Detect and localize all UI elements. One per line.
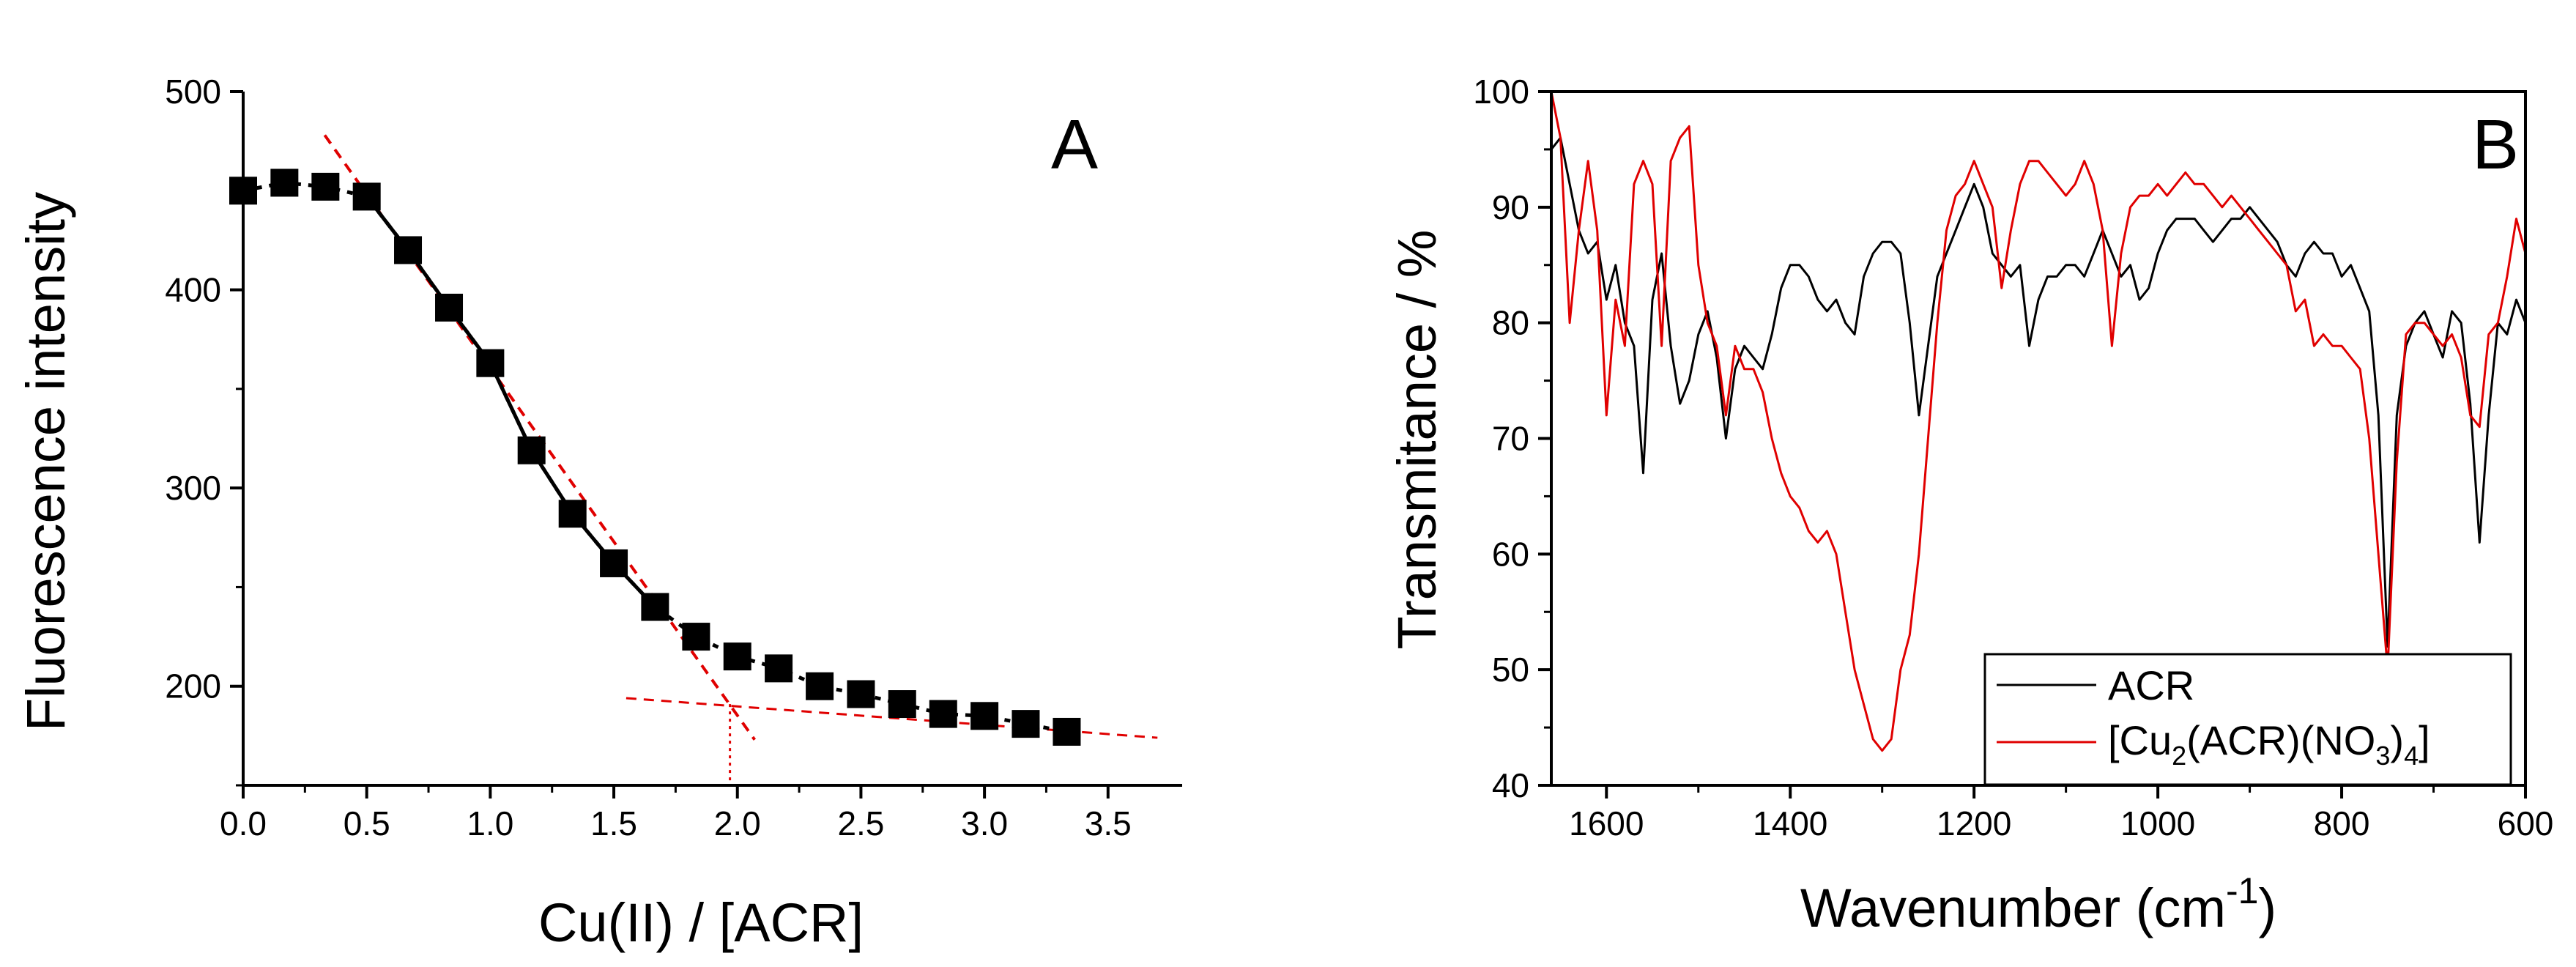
- x-tick-label: 2.5: [837, 804, 884, 842]
- panel-a-connecting-line: [242, 180, 1067, 734]
- spectrum-line-cu-complex: [1550, 91, 2527, 752]
- data-point: [682, 623, 710, 651]
- data-point: [270, 168, 299, 197]
- panel-b-spectra: [1550, 91, 2527, 752]
- data-point: [558, 500, 587, 528]
- data-point: [765, 654, 793, 683]
- panel-a-y-ticks: 200 300 400 500: [165, 73, 243, 787]
- x-tick-label: 1400: [1753, 804, 1827, 842]
- data-point: [517, 436, 546, 464]
- data-point: [1012, 710, 1040, 738]
- y-tick-label: 60: [1492, 535, 1529, 573]
- x-tick-label: 0.0: [220, 804, 267, 842]
- x-tick-label: 1200: [1937, 804, 2011, 842]
- y-tick-label: 200: [165, 667, 221, 705]
- x-tick-label: 1.0: [467, 804, 513, 842]
- y-tick-label: 40: [1492, 766, 1529, 804]
- spectrum-line-acr: [1550, 136, 2527, 648]
- y-tick-label: 500: [165, 73, 221, 111]
- panel-a-letter: A: [1051, 105, 1098, 184]
- data-point: [929, 700, 957, 728]
- x-tick-label: 600: [2498, 804, 2554, 842]
- panel-b-letter: B: [2472, 105, 2519, 184]
- y-tick-label: 80: [1492, 304, 1529, 342]
- x-tick-label: 0.5: [344, 804, 390, 842]
- data-point: [723, 642, 751, 671]
- x-tick-label: 1600: [1569, 804, 1644, 842]
- legend-box: [1983, 653, 2512, 786]
- data-point: [435, 293, 464, 322]
- panel-b-y-ticks: 40 50 60 70 80 90 100: [1473, 73, 1551, 804]
- legend-label-cu-complex: [Cu2(ACR)(NO3)4]: [2108, 717, 2430, 771]
- panel-b-legend: ACR [Cu2(ACR)(NO3)4]: [1983, 653, 2512, 786]
- x-tick-label: 3.0: [961, 804, 1008, 842]
- y-tick-label: 300: [165, 469, 221, 507]
- data-point: [394, 236, 423, 264]
- y-tick-label: 90: [1492, 188, 1529, 226]
- data-point: [1053, 717, 1081, 746]
- x-tick-label: 1000: [2120, 804, 2195, 842]
- panel-b-chart: 1600 1400 1200 1000 800 600 40 50 60 70 80 90 100 B…: [1387, 73, 2553, 938]
- y-tick-label: 70: [1492, 420, 1529, 458]
- panel-a-y-axis-title: Fluorescence intensity: [15, 192, 76, 731]
- x-tick-label: 800: [2314, 804, 2370, 842]
- data-point: [352, 182, 381, 211]
- panel-a-x-axis-title: Cu(II) / [ACR]: [538, 892, 864, 953]
- data-point: [476, 349, 505, 377]
- data-point: [970, 702, 999, 730]
- y-tick-label: 50: [1492, 651, 1529, 689]
- x-tick-label: 3.5: [1085, 804, 1132, 842]
- legend-label-acr: ACR: [2108, 662, 2194, 708]
- data-point: [847, 680, 875, 708]
- x-tick-label: 2.0: [714, 804, 761, 842]
- series-connecting-line: [242, 180, 1067, 734]
- data-point: [311, 172, 340, 201]
- panel-a-data-points: [229, 168, 1081, 746]
- panel-b-x-axis-title: Wavenumber (cm-1): [1800, 870, 2276, 938]
- y-tick-label: 400: [165, 271, 221, 309]
- panel-a-x-ticks: 0.0 0.5 1.0 1.5 2.0 2.5 3.0 3.5: [220, 785, 1132, 842]
- y-tick-label: 100: [1473, 73, 1529, 111]
- panel-a-fit-lines: [323, 134, 1158, 785]
- data-point: [806, 672, 834, 700]
- panel-b-x-ticks: 1600 1400 1200 1000 800 600: [1569, 785, 2553, 842]
- data-point: [600, 549, 628, 577]
- panel-b-y-axis-title: Transmitance / %: [1387, 230, 1447, 650]
- data-point: [888, 690, 916, 719]
- data-point: [641, 593, 669, 621]
- x-tick-label: 1.5: [590, 804, 637, 842]
